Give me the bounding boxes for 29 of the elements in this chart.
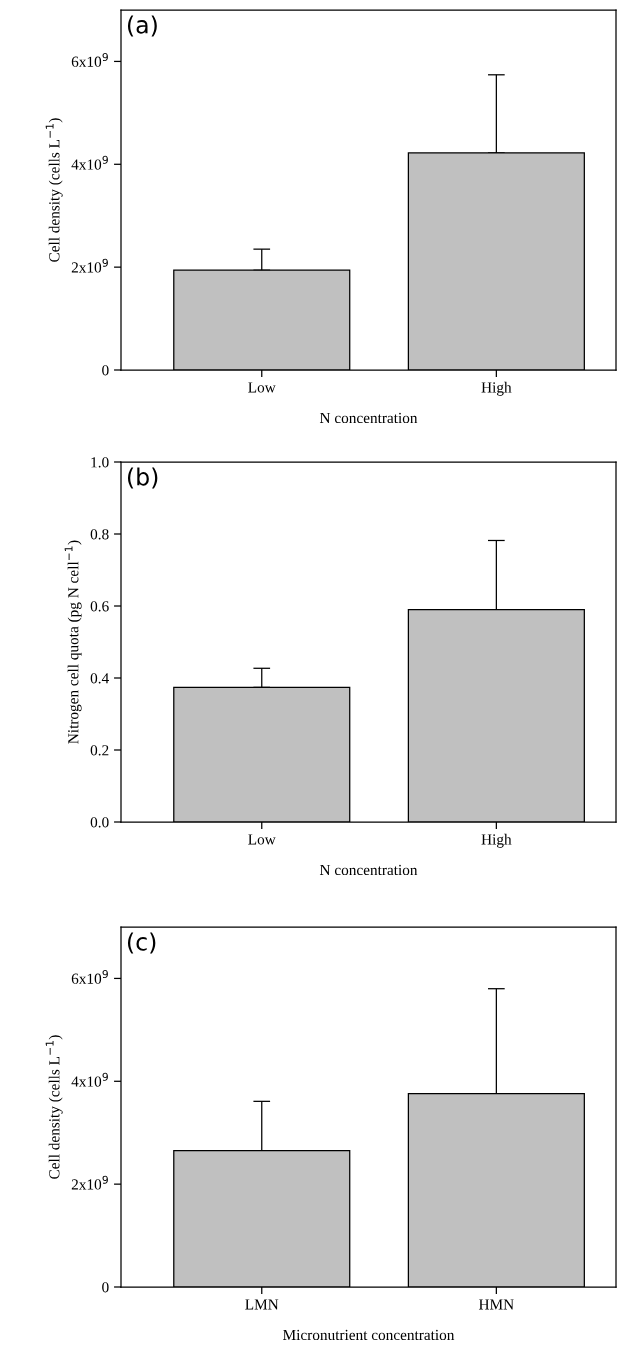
x-tick-label: Low xyxy=(248,382,276,393)
y-tick-label: 6x10$^{9}$ xyxy=(71,52,108,67)
y-axis-title: Nitrogen cell quota (pg N cell$^{−1}$) xyxy=(64,540,82,744)
y-tick-label: 0 xyxy=(102,365,109,376)
y-tick-label: 0.8 xyxy=(90,529,109,540)
x-tick-label: HMN xyxy=(478,1299,514,1310)
y-tick-label: 2x10$^{9}$ xyxy=(71,258,108,273)
y-tick-label: 1.0 xyxy=(91,457,109,468)
y-tick-label: 6x10$^{9}$ xyxy=(71,969,108,984)
y-tick-label: 0.0 xyxy=(90,817,109,828)
annotation: (c) xyxy=(127,932,156,954)
x-axis-title: N concentration xyxy=(319,412,418,424)
y-tick-label: 0.4 xyxy=(90,673,109,684)
y-tick-label: 0 xyxy=(102,1282,109,1293)
y-axis-title: Cell density (cells L$^{−1}$) xyxy=(45,1035,63,1179)
x-tick-label: High xyxy=(481,833,512,848)
y-tick-label: 0.2 xyxy=(90,745,109,756)
y-axis-title: Cell density (cells L$^{−1}$) xyxy=(45,118,63,262)
x-tick-label: High xyxy=(481,381,512,396)
x-tick-label: LMN xyxy=(245,1299,279,1310)
x-axis-title: Micronutrient concentration xyxy=(283,1329,455,1341)
y-tick-label: 0.6 xyxy=(90,601,109,612)
y-tick-label: 4x10$^{9}$ xyxy=(71,1072,108,1087)
annotation: (b) xyxy=(127,467,158,489)
x-tick-label: Low xyxy=(248,834,276,845)
y-tick-label: 2x10$^{9}$ xyxy=(71,1175,108,1190)
x-axis-title: N concentration xyxy=(319,864,418,876)
annotation: (a) xyxy=(127,15,157,37)
y-tick-label: 4x10$^{9}$ xyxy=(71,155,108,170)
